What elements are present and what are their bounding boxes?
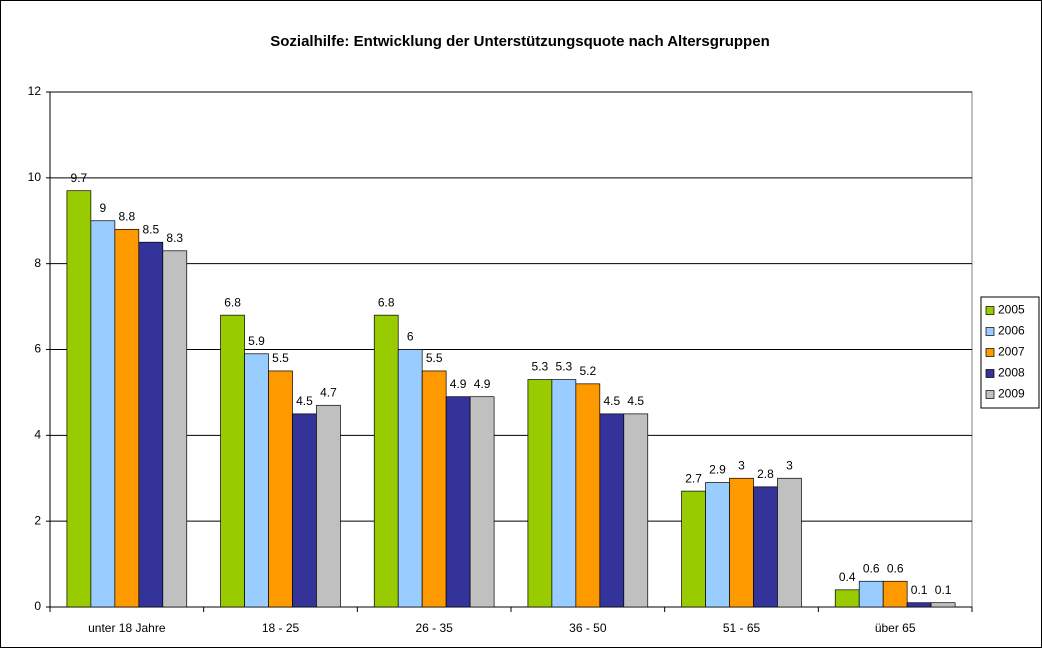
bar	[469, 396, 495, 608]
data-label: 5.5	[426, 351, 443, 365]
bar	[777, 477, 802, 608]
x-tick-label: unter 18 Jahre	[88, 621, 166, 635]
data-label: 0.6	[887, 561, 904, 575]
data-label: 3	[738, 458, 745, 472]
data-label: 0.4	[839, 570, 856, 584]
bar	[445, 396, 471, 608]
bar	[114, 228, 140, 608]
data-label: 3	[786, 458, 793, 472]
bar	[397, 349, 423, 608]
data-label: 6.8	[378, 295, 395, 309]
data-label: 8.8	[118, 210, 135, 224]
data-label: 5.3	[556, 360, 573, 374]
bar	[882, 580, 908, 608]
data-label: 0.6	[863, 561, 880, 575]
legend-swatch	[985, 306, 995, 315]
bar	[292, 413, 317, 608]
data-label: 4.5	[296, 394, 313, 408]
data-label: 9.7	[71, 171, 88, 185]
legend-label: 2006	[998, 324, 1025, 338]
y-tick-label: 12	[28, 84, 42, 98]
data-label: 0.1	[935, 583, 952, 597]
y-tick-label: 0	[34, 599, 41, 613]
legend-label: 2009	[998, 387, 1025, 401]
data-label: 4.9	[474, 377, 491, 391]
legend-swatch	[985, 369, 995, 378]
bar	[906, 602, 932, 608]
bar	[930, 602, 956, 608]
data-label: 6	[407, 330, 414, 344]
x-tick-label: 18 - 25	[262, 621, 300, 635]
bar	[705, 482, 730, 608]
bar	[316, 404, 341, 608]
bar	[599, 413, 625, 608]
bar	[66, 190, 92, 608]
chart-title: Sozialhilfe: Entwicklung der Unterstützu…	[270, 33, 769, 50]
bar	[753, 486, 778, 608]
bar	[575, 383, 601, 608]
data-label: 2.9	[709, 463, 726, 477]
data-label: 5.3	[532, 360, 549, 374]
x-tick-label: über 65	[875, 621, 916, 635]
data-label: 2.8	[757, 467, 774, 481]
bar	[681, 490, 706, 608]
data-label: 4.9	[450, 377, 467, 391]
data-label: 8.5	[142, 222, 159, 236]
bar	[162, 250, 188, 608]
bar	[220, 314, 245, 608]
data-label: 9	[100, 201, 107, 215]
data-label: 4.7	[320, 385, 337, 399]
data-label: 5.5	[272, 351, 289, 365]
bar	[858, 580, 884, 608]
legend-swatch	[985, 327, 995, 336]
data-label: 5.9	[248, 334, 265, 348]
y-tick-label: 10	[28, 170, 42, 184]
bar	[527, 379, 553, 608]
bar	[551, 379, 577, 608]
x-tick-label: 26 - 35	[415, 621, 453, 635]
bar	[138, 241, 164, 608]
bar	[373, 314, 399, 608]
legend-swatch	[985, 348, 995, 357]
bar	[421, 370, 447, 608]
data-label: 8.3	[166, 231, 183, 245]
x-tick-label: 36 - 50	[569, 621, 607, 635]
y-tick-label: 2	[34, 513, 41, 527]
data-label: 2.7	[685, 471, 702, 485]
bar	[90, 220, 116, 608]
bar	[244, 353, 269, 608]
legend-label: 2007	[998, 345, 1025, 359]
y-tick-label: 4	[34, 428, 41, 442]
x-tick-label: 51 - 65	[723, 621, 761, 635]
bar	[268, 370, 293, 608]
data-label: 4.5	[627, 394, 644, 408]
bar	[729, 477, 754, 608]
y-tick-label: 6	[34, 342, 41, 356]
legend-label: 2008	[998, 366, 1025, 380]
bar	[834, 589, 860, 608]
data-label: 6.8	[224, 295, 241, 309]
data-label: 0.1	[911, 583, 928, 597]
legend-label: 2005	[998, 303, 1025, 317]
legend-swatch	[985, 390, 995, 399]
bar	[623, 413, 649, 608]
y-tick-label: 8	[34, 256, 41, 270]
data-label: 4.5	[603, 394, 620, 408]
data-label: 5.2	[579, 364, 596, 378]
